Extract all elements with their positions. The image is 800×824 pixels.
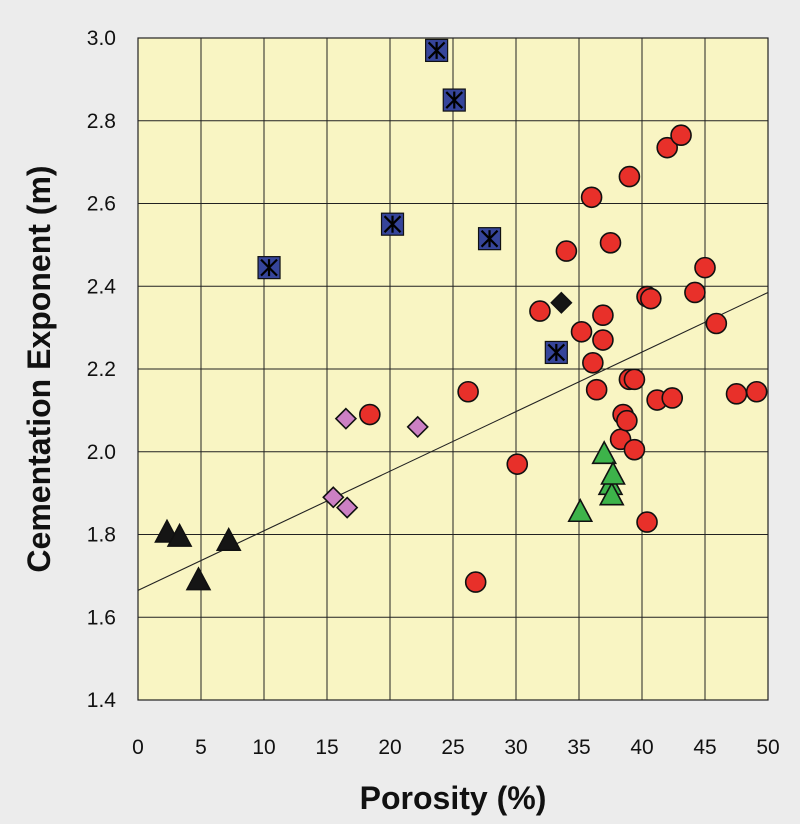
data-point-circle	[592, 329, 614, 351]
x-tick-label: 40	[630, 736, 653, 759]
data-point-circle	[529, 300, 551, 322]
data-point-circle	[694, 256, 716, 279]
y-tick-label: 1.6	[87, 606, 116, 629]
y-tick-label: 3.0	[87, 27, 116, 50]
points-group	[154, 38, 768, 593]
data-point-triangle	[166, 522, 193, 547]
x-tick-label: 15	[315, 736, 338, 759]
data-point-diamond	[406, 415, 429, 439]
y-axis-title: Cementation Exponent (m)	[21, 165, 57, 572]
data-point-diamond	[336, 496, 359, 519]
data-point-circle	[585, 378, 608, 401]
y-tick-label: 2.2	[87, 358, 116, 381]
data-point-triangle	[567, 498, 594, 523]
data-point-circle	[506, 453, 529, 475]
x-tick-label: 30	[504, 736, 527, 759]
data-point-circle	[457, 380, 479, 403]
data-point-circle	[359, 403, 381, 426]
x-tick-label: 50	[756, 736, 779, 759]
x-tick-label: 5	[195, 736, 207, 759]
data-point-circle	[670, 124, 692, 147]
trendline-group	[137, 291, 769, 591]
y-tick-labels: 1.4 1.6 1.8 2.0 2.2 2.4 2.6 2.8 3.0	[87, 27, 117, 712]
data-point-circle	[636, 511, 658, 533]
data-point-circle	[725, 383, 748, 405]
x-tick-label: 45	[693, 736, 716, 759]
data-point-circle	[661, 387, 684, 409]
data-point-diamond	[322, 486, 345, 509]
x-tick-label: 0	[132, 736, 144, 759]
data-point-triangle	[600, 460, 626, 485]
data-point-circle	[640, 287, 662, 310]
grid	[137, 37, 769, 701]
data-point-square-star	[442, 88, 466, 112]
data-point-circle	[618, 165, 641, 188]
y-tick-label: 2.4	[87, 275, 117, 298]
y-tick-label: 2.6	[87, 193, 116, 216]
data-point-square-star	[477, 227, 502, 251]
trendline	[137, 291, 769, 591]
data-point-square-star	[425, 38, 449, 63]
data-point-circle	[623, 368, 646, 391]
x-tick-labels: 0 5 10 15 20 25 30 35 40 45 50	[132, 736, 780, 759]
data-point-circle	[582, 351, 604, 374]
data-point-circle	[705, 312, 728, 335]
x-axis-title: Porosity (%)	[360, 780, 547, 816]
data-point-circle	[592, 304, 614, 327]
y-tick-label: 1.8	[87, 524, 116, 547]
data-point-circle	[616, 409, 638, 432]
data-point-circle	[464, 571, 487, 593]
data-point-circle	[684, 281, 706, 304]
data-point-circle	[570, 320, 593, 343]
y-tick-label: 2.0	[87, 441, 116, 464]
data-point-triangle	[215, 527, 242, 552]
data-point-square-star	[257, 256, 281, 280]
data-point-circle	[623, 438, 646, 461]
data-point-square-star	[544, 340, 568, 365]
data-point-diamond	[550, 291, 573, 314]
data-point-circle	[599, 232, 622, 254]
data-point-circle	[555, 240, 578, 262]
data-point-diamond	[334, 407, 358, 430]
y-tick-label: 1.4	[87, 689, 117, 712]
x-tick-label: 10	[252, 736, 275, 759]
data-point-square-star	[380, 212, 405, 236]
data-point-circle	[580, 186, 603, 209]
x-tick-label: 35	[567, 736, 590, 759]
data-point-triangle	[185, 566, 212, 591]
data-point-circle	[656, 136, 679, 159]
data-point-triangle	[598, 481, 625, 506]
data-point-circle	[745, 380, 768, 403]
x-tick-label: 20	[378, 736, 401, 759]
x-tick-label: 25	[441, 736, 464, 759]
data-point-triangle	[591, 440, 618, 465]
y-tick-label: 2.8	[87, 110, 116, 133]
